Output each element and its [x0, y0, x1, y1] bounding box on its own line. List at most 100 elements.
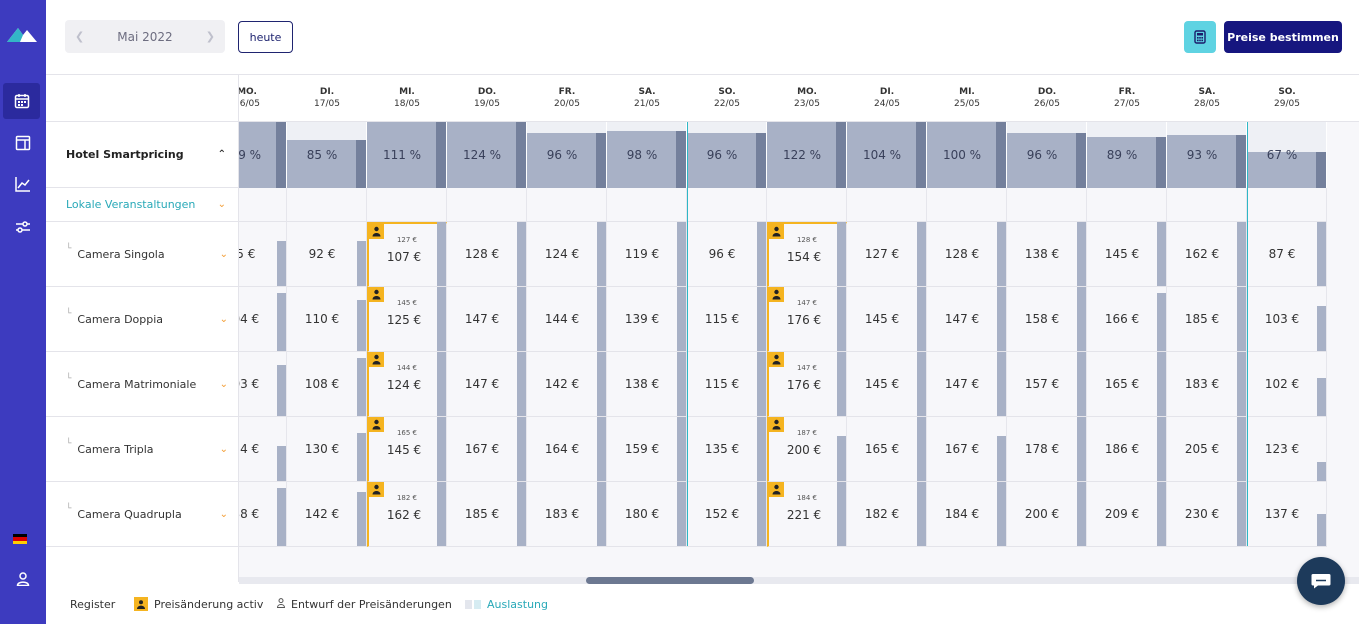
price-cell[interactable]: 96 € — [687, 222, 767, 287]
price-cell[interactable]: 103 € — [1247, 287, 1327, 352]
price-cell[interactable]: 142 € — [287, 482, 367, 547]
price-cell[interactable]: 185 € — [1167, 287, 1247, 352]
price-cell[interactable]: 128 € — [447, 222, 527, 287]
price-cell[interactable]: 115 € — [687, 287, 767, 352]
hotel-row-label[interactable]: Hotel Smartpricing ⌃ — [46, 122, 238, 188]
price-cell[interactable]: 145 € — [847, 352, 927, 417]
price-cell[interactable]: 145 € — [847, 287, 927, 352]
event-cell[interactable] — [607, 188, 687, 222]
event-cell[interactable] — [527, 188, 607, 222]
event-cell[interactable] — [287, 188, 367, 222]
price-cell[interactable]: 147 € — [447, 287, 527, 352]
price-cell[interactable]: 158 € — [1007, 287, 1087, 352]
room-row-label[interactable]: └ Camera Tripla ⌄ — [46, 417, 238, 482]
price-cell[interactable]: 164 € — [527, 417, 607, 482]
price-cell[interactable]: 165 € — [1087, 352, 1167, 417]
occupancy-cell[interactable]: 109 % — [239, 122, 287, 188]
event-cell[interactable] — [927, 188, 1007, 222]
event-cell[interactable] — [767, 188, 847, 222]
price-cell[interactable]: 209 € — [1087, 482, 1167, 547]
nav-calendar-icon[interactable] — [3, 83, 40, 119]
horizontal-scrollbar[interactable] — [239, 577, 1359, 584]
price-cell[interactable]: 185 € — [447, 482, 527, 547]
occupancy-cell[interactable]: 85 % — [287, 122, 367, 188]
price-cell[interactable]: 110 € — [287, 287, 367, 352]
price-cell[interactable]: 147 € — [447, 352, 527, 417]
user-icon[interactable] — [0, 561, 46, 597]
room-row-label[interactable]: └ Camera Quadrupla ⌄ — [46, 482, 238, 547]
price-cell[interactable]: 138 € — [239, 482, 287, 547]
price-cell[interactable]: 124 € — [239, 417, 287, 482]
calculator-button[interactable] — [1184, 21, 1216, 53]
chevron-down-icon[interactable]: ⌄ — [219, 313, 228, 325]
price-cell[interactable]: 127 € — [847, 222, 927, 287]
price-cell[interactable]: 147 € 176 € — [767, 352, 847, 417]
price-cell[interactable]: 178 € — [1007, 417, 1087, 482]
month-selector[interactable]: ❮ Mai 2022 ❯ — [65, 20, 225, 53]
price-cell[interactable]: 157 € — [1007, 352, 1087, 417]
room-row-label[interactable]: └ Camera Matrimoniale ⌄ — [46, 352, 238, 417]
price-cell[interactable]: 85 € — [239, 222, 287, 287]
price-cell[interactable]: 128 € — [927, 222, 1007, 287]
occupancy-cell[interactable]: 96 % — [1007, 122, 1087, 188]
price-cell[interactable]: 130 € — [287, 417, 367, 482]
event-cell[interactable] — [687, 188, 767, 222]
occupancy-cell[interactable]: 67 % — [1247, 122, 1327, 188]
price-cell[interactable]: 102 € — [1247, 352, 1327, 417]
price-cell[interactable]: 180 € — [607, 482, 687, 547]
price-cell[interactable]: 137 € — [1247, 482, 1327, 547]
price-cell[interactable]: 205 € — [1167, 417, 1247, 482]
price-cell[interactable]: 138 € — [607, 352, 687, 417]
scrollbar-thumb[interactable] — [586, 577, 754, 584]
event-cell[interactable] — [1087, 188, 1167, 222]
price-cell[interactable]: 145 € 125 € — [367, 287, 447, 352]
set-prices-button[interactable]: Preise bestimmen — [1224, 21, 1342, 53]
price-cell[interactable]: 230 € — [1167, 482, 1247, 547]
price-cell[interactable]: 87 € — [1247, 222, 1327, 287]
price-cell[interactable]: 142 € — [527, 352, 607, 417]
price-cell[interactable]: 183 € — [1167, 352, 1247, 417]
occupancy-cell[interactable]: 124 % — [447, 122, 527, 188]
event-cell[interactable] — [1167, 188, 1247, 222]
chevron-down-icon[interactable]: ⌄ — [219, 508, 228, 520]
price-cell[interactable]: 184 € — [927, 482, 1007, 547]
price-cell[interactable]: 144 € — [527, 287, 607, 352]
price-cell[interactable]: 147 € 176 € — [767, 287, 847, 352]
price-cell[interactable]: 187 € 200 € — [767, 417, 847, 482]
event-cell[interactable] — [1247, 188, 1327, 222]
room-row-label[interactable]: └ Camera Doppia ⌄ — [46, 287, 238, 352]
event-cell[interactable] — [847, 188, 927, 222]
chevron-up-icon[interactable]: ⌃ — [217, 149, 226, 160]
price-cell[interactable]: 159 € — [607, 417, 687, 482]
event-cell[interactable] — [1007, 188, 1087, 222]
chevron-down-icon[interactable]: ⌄ — [219, 248, 228, 260]
price-cell[interactable]: 152 € — [687, 482, 767, 547]
occupancy-cell[interactable]: 100 % — [927, 122, 1007, 188]
price-cell[interactable]: 186 € — [1087, 417, 1167, 482]
nav-layout-icon[interactable] — [0, 125, 46, 161]
price-cell[interactable]: 128 € 154 € — [767, 222, 847, 287]
price-cell[interactable]: 124 € — [527, 222, 607, 287]
occupancy-cell[interactable]: 122 % — [767, 122, 847, 188]
price-cell[interactable]: 123 € — [1247, 417, 1327, 482]
occupancy-cell[interactable]: 98 % — [607, 122, 687, 188]
today-button[interactable]: heute — [238, 21, 293, 53]
price-cell[interactable]: 182 € 162 € — [367, 482, 447, 547]
price-cell[interactable]: 183 € — [527, 482, 607, 547]
event-cell[interactable] — [239, 188, 287, 222]
price-cell[interactable]: 167 € — [927, 417, 1007, 482]
logo-icon[interactable] — [6, 24, 38, 44]
price-cell[interactable]: 115 € — [687, 352, 767, 417]
price-cell[interactable]: 200 € — [1007, 482, 1087, 547]
price-cell[interactable]: 92 € — [287, 222, 367, 287]
price-cell[interactable]: 165 € 145 € — [367, 417, 447, 482]
chevron-down-icon[interactable]: ⌄ — [217, 199, 226, 210]
price-cell[interactable]: 145 € — [1087, 222, 1167, 287]
price-cell[interactable]: 104 € — [239, 287, 287, 352]
occupancy-cell[interactable]: 104 % — [847, 122, 927, 188]
price-cell[interactable]: 127 € 107 € — [367, 222, 447, 287]
chat-button[interactable] — [1297, 557, 1345, 605]
pricing-grid[interactable]: MO. 16/05 109 % 85 € 104 € 103 € 124 € 138 € DI.… — [239, 74, 1359, 582]
price-cell[interactable]: 147 € — [927, 352, 1007, 417]
legend-register[interactable]: Register — [70, 597, 116, 611]
